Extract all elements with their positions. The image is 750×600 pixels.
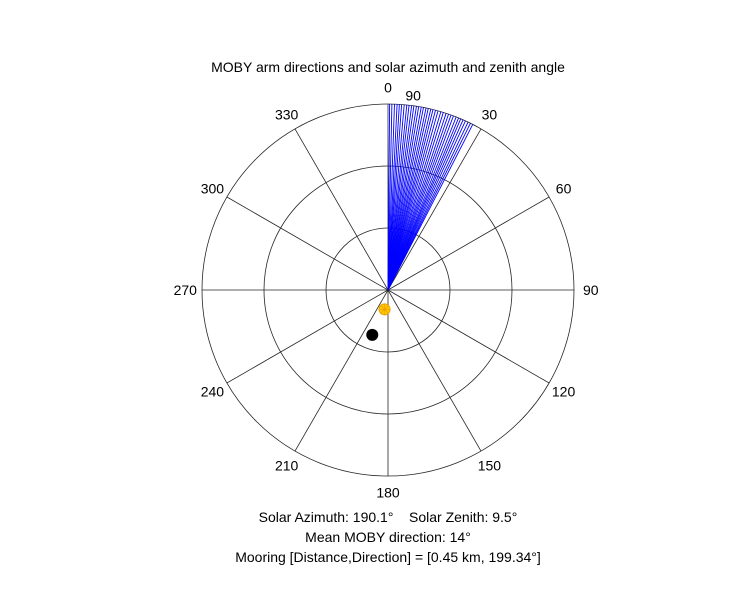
radius-tick-label: 90 [405, 88, 421, 104]
caption-mooring: Mooring [Distance,Direction] = [0.45 km,… [235, 549, 541, 565]
theta-tick-label: 0 [384, 79, 392, 95]
moby-arm-line [387, 110, 439, 291]
theta-tick-label: 240 [201, 383, 225, 399]
caption-mean-direction: Mean MOBY direction: 14° [305, 529, 471, 545]
moby-arm-line [387, 124, 474, 291]
theta-tick-label: 120 [552, 383, 576, 399]
moby-arm-line [387, 115, 454, 291]
theta-tick-label: 270 [174, 282, 198, 298]
theta-tick-label: 90 [583, 282, 599, 298]
theta-tick-label: 210 [275, 458, 299, 474]
theta-tick-label: 60 [556, 181, 572, 197]
grid-spoke [387, 289, 550, 384]
chart-title: MOBY arm directions and solar azimuth an… [211, 59, 565, 75]
grid-spoke [294, 289, 389, 452]
theta-tick-label: 150 [478, 458, 502, 474]
moby-arm-lines [387, 104, 474, 291]
markers [366, 303, 391, 341]
grid-spoke [387, 196, 550, 291]
polar-grid [201, 103, 575, 477]
moby-arm-line [387, 112, 444, 291]
sun-ray [384, 304, 390, 310]
caption-solar: Solar Azimuth: 190.1° Solar Zenith: 9.5° [259, 509, 518, 525]
grid-spoke [387, 289, 482, 452]
grid-spoke [226, 196, 389, 291]
sun-ray [384, 309, 390, 314]
grid-spoke [294, 128, 389, 291]
sun-ray [380, 309, 385, 314]
grid-spoke [387, 128, 482, 291]
theta-tick-label: 180 [376, 485, 400, 501]
sun-ray [380, 304, 385, 310]
moby-arm-line [387, 120, 466, 291]
grid-spoke [226, 289, 389, 384]
theta-tick-label: 30 [482, 106, 498, 122]
theta-tick-labels: 0 30 60 90 120 150 180 210 240 270 300 330 90 [174, 79, 599, 500]
caption: Solar Azimuth: 190.1° Solar Zenith: 9.5°… [235, 509, 541, 565]
mooring-marker [366, 328, 379, 341]
theta-tick-label: 330 [275, 106, 299, 122]
theta-tick-label: 300 [201, 181, 225, 197]
